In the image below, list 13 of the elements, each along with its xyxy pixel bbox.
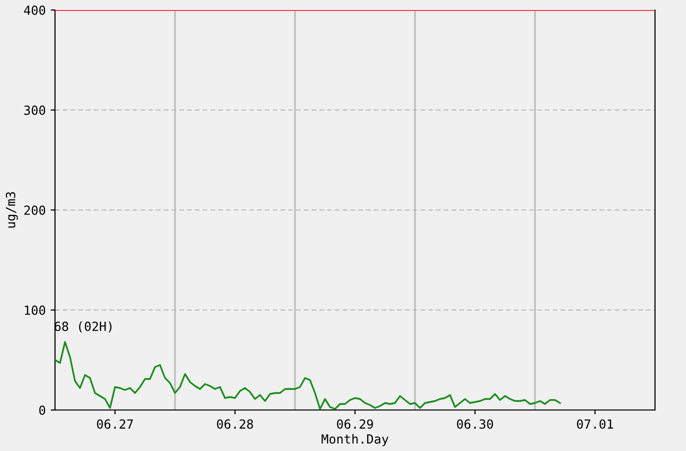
y-tick-label: 0 [39, 406, 46, 415]
y-tick-label: 300 [24, 106, 46, 115]
y-tick-label: 100 [24, 306, 46, 315]
y-axis-title: ug/m3 [6, 192, 18, 228]
x-tick-label: 06.27 [97, 419, 133, 429]
y-tick-label: 200 [24, 206, 46, 215]
y-tick-label: 400 [24, 6, 46, 15]
x-tick-label: 06.29 [337, 419, 373, 429]
x-axis-title: Month.Day [322, 434, 388, 446]
x-tick-label: 07.01 [577, 419, 613, 429]
x-tick-label: 06.30 [457, 419, 494, 429]
line-series [55, 341, 561, 410]
x-tick-label: 06.28 [217, 419, 254, 429]
